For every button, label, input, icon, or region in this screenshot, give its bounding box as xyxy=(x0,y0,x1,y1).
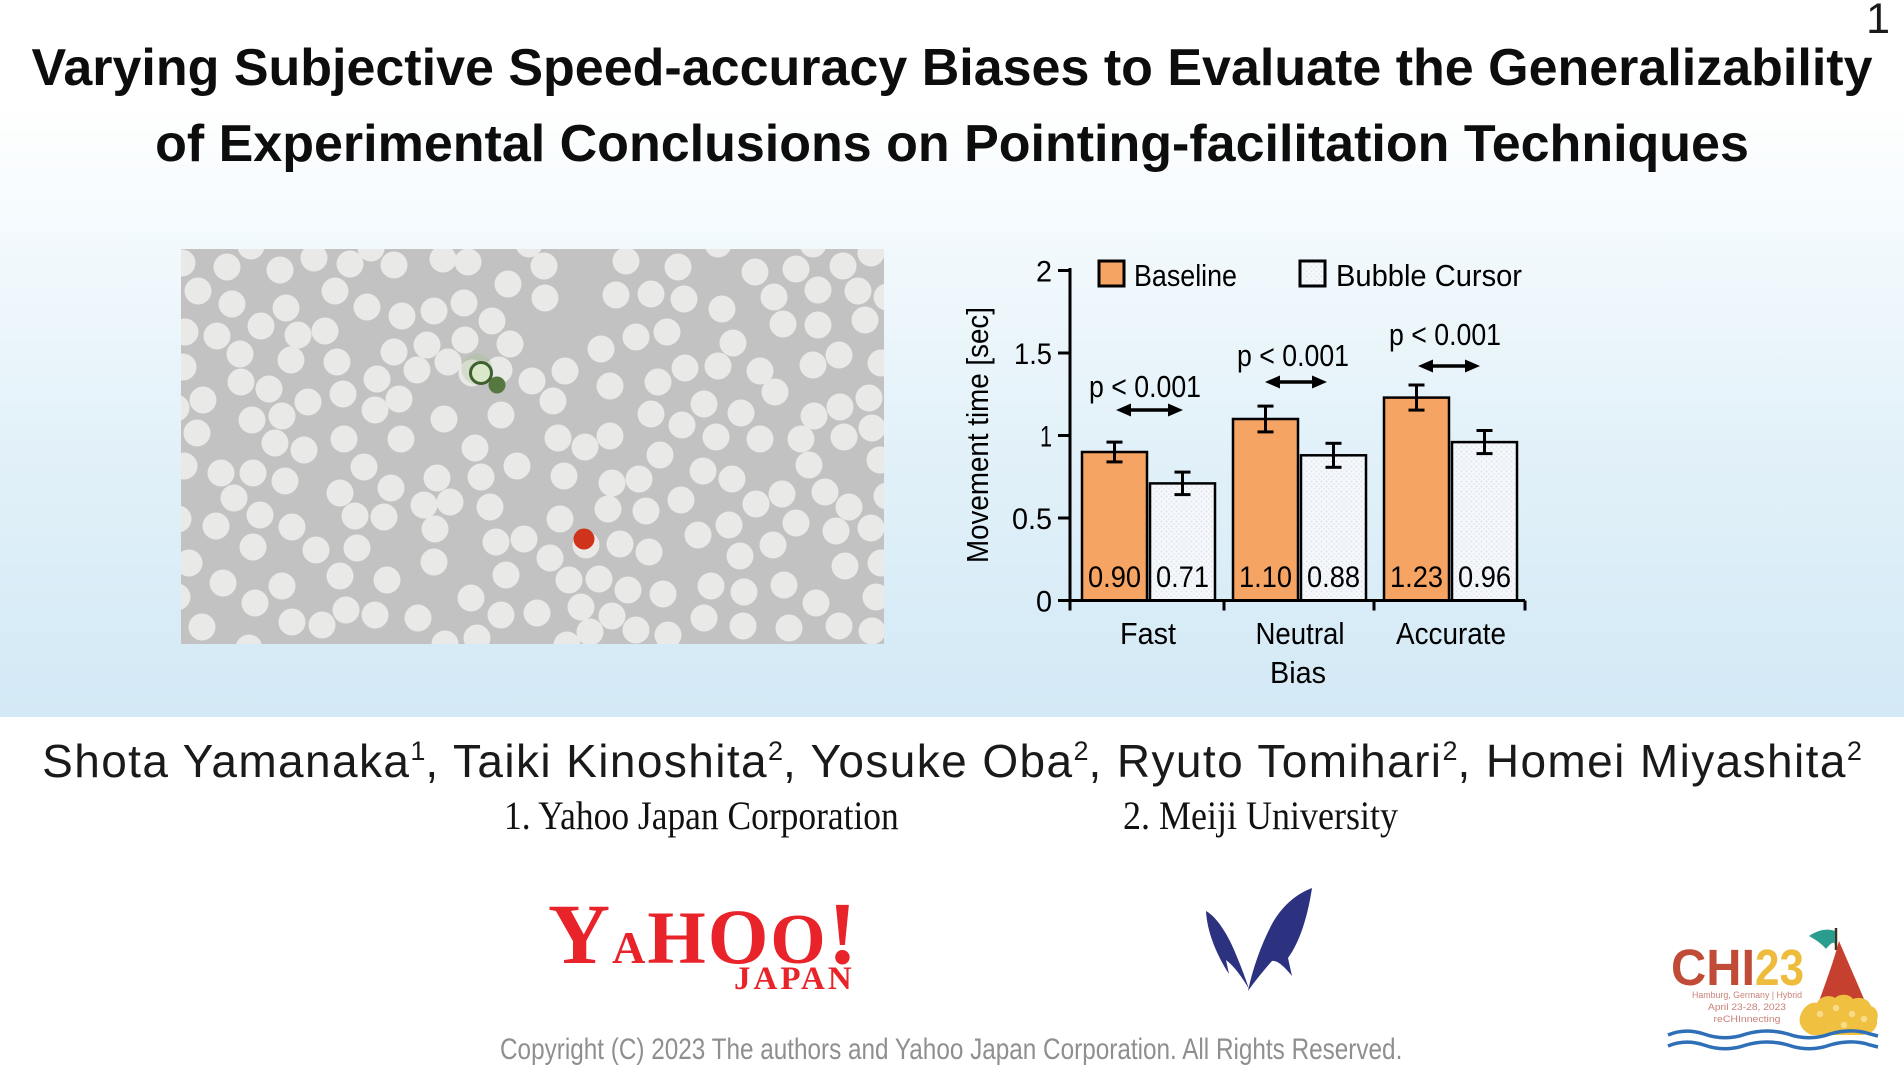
svg-text:1: 1 xyxy=(1040,421,1052,454)
svg-text:April 23-28, 2023: April 23-28, 2023 xyxy=(1708,1002,1786,1012)
svg-text:1.5: 1.5 xyxy=(1014,338,1052,371)
svg-text:Hamburg, Germany | Hybrid: Hamburg, Germany | Hybrid xyxy=(1692,990,1802,1000)
svg-text:0: 0 xyxy=(1036,586,1052,619)
svg-text:1.10: 1.10 xyxy=(1239,561,1292,594)
svg-text:Bias: Bias xyxy=(1270,655,1326,690)
svg-text:Fast: Fast xyxy=(1120,616,1176,651)
svg-text:reCHInnecting: reCHInnecting xyxy=(1714,1014,1781,1024)
svg-text:CHI: CHI xyxy=(1671,939,1755,996)
svg-text:Accurate: Accurate xyxy=(1396,616,1506,651)
svg-text:0.96: 0.96 xyxy=(1458,561,1511,594)
svg-text:p < 0.001: p < 0.001 xyxy=(1089,369,1201,404)
svg-text:p < 0.001: p < 0.001 xyxy=(1389,317,1501,352)
svg-text:Movement time [sec]: Movement time [sec] xyxy=(960,307,995,563)
svg-text:p < 0.001: p < 0.001 xyxy=(1237,338,1349,373)
svg-text:23: 23 xyxy=(1755,939,1804,996)
svg-text:Bubble Cursor: Bubble Cursor xyxy=(1336,258,1522,293)
svg-text:0.88: 0.88 xyxy=(1307,561,1360,594)
svg-text:2: 2 xyxy=(1036,256,1052,289)
svg-text:0.5: 0.5 xyxy=(1012,503,1052,536)
svg-text:1.23: 1.23 xyxy=(1390,561,1443,594)
svg-text:Baseline: Baseline xyxy=(1134,258,1237,293)
svg-text:Neutral: Neutral xyxy=(1256,616,1345,651)
svg-text:0.90: 0.90 xyxy=(1088,561,1141,594)
svg-text:0.71: 0.71 xyxy=(1156,561,1209,594)
